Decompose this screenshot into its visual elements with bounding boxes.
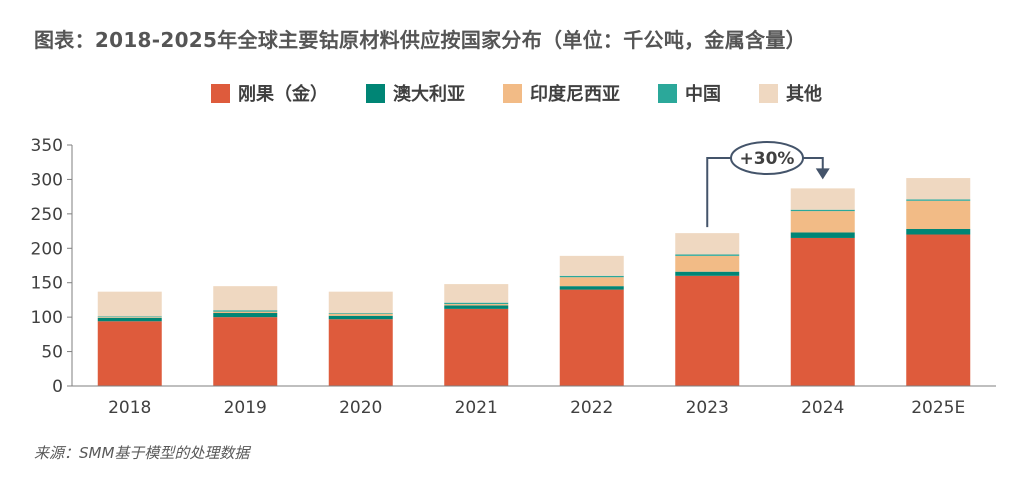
growth-badge <box>730 141 804 175</box>
legend-swatch <box>503 84 522 103</box>
bar-segment <box>675 254 740 256</box>
bar-segment <box>444 305 509 309</box>
y-tick-label: 350 <box>31 136 63 156</box>
x-tick-label: 2022 <box>570 398 613 418</box>
y-tick-label: 0 <box>52 377 63 397</box>
bar-segment <box>790 209 855 212</box>
bar-segment <box>97 291 162 317</box>
bar-segment <box>97 317 162 322</box>
bar-segment <box>97 321 162 386</box>
bar-segment <box>790 232 855 238</box>
bar-segment <box>675 233 740 255</box>
bar-segment <box>906 199 971 201</box>
bar-segment <box>444 308 509 386</box>
bar-segment <box>97 316 162 318</box>
growth-arrow-head <box>815 168 830 180</box>
bar-segment <box>790 188 855 210</box>
bar-segment <box>213 310 278 312</box>
bar-segment <box>559 255 624 276</box>
bar-segment <box>559 289 624 386</box>
legend-label: 澳大利亚 <box>393 83 465 105</box>
bar-segment <box>906 234 971 386</box>
bar-segment <box>328 313 393 314</box>
bar-segment <box>906 178 971 200</box>
bar-segment <box>328 313 393 316</box>
growth-annotation-label: +30% <box>740 149 795 169</box>
bar-segment <box>790 237 855 386</box>
x-tick-label: 2019 <box>224 398 267 418</box>
chart-title: 图表：2018-2025年全球主要钴原材料供应按国家分布（单位：千公吨，金属含量… <box>34 28 806 52</box>
bar-segment <box>328 291 393 314</box>
bar-segment <box>559 275 624 278</box>
y-tick-label: 250 <box>31 205 63 225</box>
bar-segment <box>559 277 624 287</box>
bar-segment <box>213 286 278 311</box>
legend-label: 刚果（金） <box>238 83 328 105</box>
y-tick-label: 100 <box>31 308 63 328</box>
bar-segment <box>790 211 855 233</box>
x-tick-label: 2025E <box>911 398 965 418</box>
y-tick-label: 300 <box>31 170 63 190</box>
x-tick-label: 2023 <box>686 398 729 418</box>
y-tick-label: 50 <box>41 343 63 363</box>
x-tick-label: 2021 <box>455 398 498 418</box>
legend-swatch <box>211 84 230 103</box>
bar-segment <box>213 313 278 318</box>
bar-segment <box>444 304 509 306</box>
x-tick-label: 2018 <box>108 398 151 418</box>
growth-connector-right <box>803 157 824 170</box>
bar-segment <box>559 286 624 290</box>
y-tick-label: 150 <box>31 274 63 294</box>
legend-label: 其他 <box>786 83 822 105</box>
legend-label: 印度尼西亚 <box>530 83 620 105</box>
bar-segment <box>444 302 509 305</box>
legend-swatch <box>366 84 385 103</box>
bar-segment <box>906 200 971 230</box>
growth-connector-left <box>706 157 731 228</box>
legend-label: 中国 <box>685 83 721 105</box>
bar-segment <box>675 275 740 386</box>
bar-segment <box>675 271 740 276</box>
bar-segment <box>213 311 278 314</box>
x-tick-label: 2024 <box>801 398 844 418</box>
bar-segment <box>213 317 278 386</box>
legend-swatch <box>759 84 778 103</box>
source-note: 来源：SMM基于模型的处理数据 <box>34 444 250 462</box>
bar-segment <box>328 319 393 386</box>
legend-swatch <box>658 84 677 103</box>
x-tick-label: 2020 <box>339 398 382 418</box>
bar-segment <box>906 229 971 235</box>
bar-segment <box>444 284 509 303</box>
bar-segment <box>97 317 162 318</box>
y-tick-label: 200 <box>31 239 63 259</box>
bar-segment <box>675 255 740 272</box>
bar-segment <box>328 315 393 320</box>
